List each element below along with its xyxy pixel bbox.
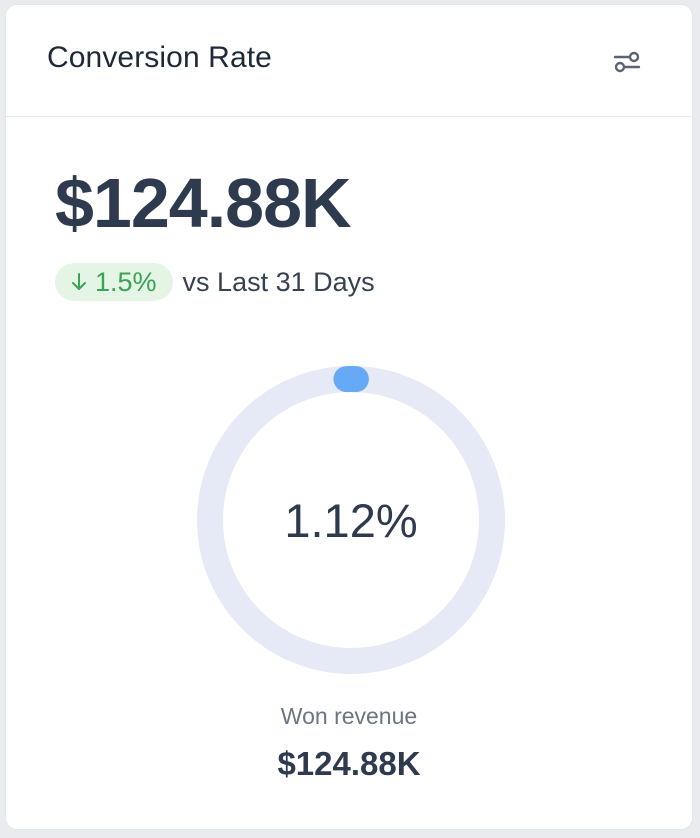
filter-button[interactable] [610, 47, 644, 77]
won-revenue-value: $124.88K [277, 745, 421, 782]
comparison-label: vs Last 31 Days [182, 266, 375, 297]
total-value: $124.88K [55, 164, 352, 242]
arrow-down-icon [72, 273, 86, 290]
gauge-value: 1.12% [284, 493, 418, 547]
card-title: Conversion Rate [47, 41, 272, 74]
delta-badge: 1.5% [55, 263, 173, 301]
card-header: Conversion Rate [6, 5, 692, 117]
delta-row: 1.5% vs Last 31 Days [55, 263, 375, 301]
conversion-rate-card: Conversion Rate $124.88K 1.5% vs Last 31… [5, 4, 693, 830]
conversion-gauge: 1.12% [196, 365, 506, 675]
sliders-icon [613, 51, 641, 73]
gauge-progress [197, 366, 505, 674]
delta-value: 1.5% [95, 266, 157, 297]
won-revenue-label: Won revenue [280, 703, 418, 729]
